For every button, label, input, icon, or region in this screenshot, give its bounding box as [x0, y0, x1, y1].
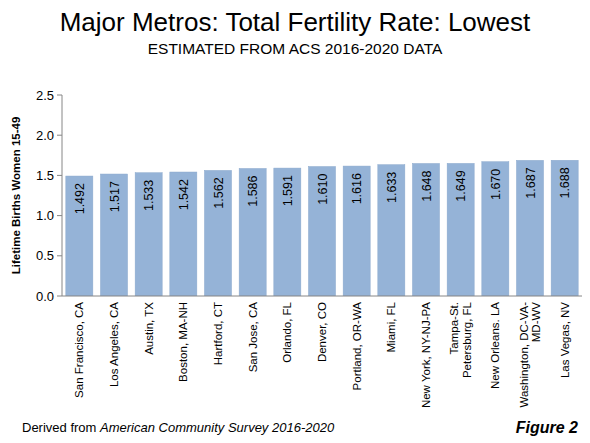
x-tick-label-line: Washington, DC-VA-	[518, 302, 530, 408]
data-label: 1.533	[142, 180, 156, 211]
y-tick	[57, 215, 62, 216]
bars	[66, 160, 578, 296]
data-label: 1.648	[420, 170, 434, 201]
y-tick-label: 2.5	[36, 88, 54, 103]
figure-label: Figure 2	[516, 419, 578, 436]
x-tick-label-line: San Francisco, CA	[73, 302, 85, 398]
x-tick-label-line: MD-WV	[530, 302, 542, 343]
source-note: Derived from American Community Survey 2…	[22, 420, 335, 435]
y-tick-label: 1.5	[36, 168, 54, 183]
data-label: 1.492	[73, 183, 87, 214]
x-tick-label-line: San Jose, CA	[247, 302, 259, 373]
bar	[239, 168, 266, 296]
y-tick	[57, 135, 62, 136]
data-label: 1.633	[385, 172, 399, 203]
bar	[516, 160, 543, 296]
y-tick	[57, 95, 62, 96]
data-label: 1.616	[350, 173, 364, 204]
x-tick-label-line: Hartford, CT	[212, 302, 224, 365]
y-tick-label: 0.0	[36, 289, 54, 304]
x-tick-label: Boston, MA-NH	[177, 302, 189, 382]
bar	[412, 164, 439, 296]
y-tick-label: 0.5	[36, 248, 54, 263]
bar	[274, 168, 301, 296]
source-italic: American Community Survey 2016-2020	[99, 420, 335, 435]
x-tick-label: San Francisco, CA	[73, 302, 85, 398]
title: Major Metros: Total Fertility Rate: Lowe…	[60, 7, 531, 37]
data-label: 1.670	[489, 169, 503, 200]
x-tick-label: San Jose, CA	[247, 302, 259, 373]
subtitle: ESTIMATED FROM ACS 2016-2020 DATA	[148, 40, 443, 57]
y-tick-label: 1.0	[36, 208, 54, 223]
x-tick-label: Miami, FL	[385, 301, 397, 352]
x-tick-label: Tampa-St.Petersburg, FL	[448, 301, 473, 378]
data-label: 1.649	[454, 170, 468, 201]
x-tick-label: Austin, TX	[143, 302, 155, 355]
data-label: 1.591	[281, 175, 295, 206]
x-tick-label-line: Denver, CO	[316, 302, 328, 362]
x-tick-label-line: Orlando, FL	[281, 301, 293, 362]
data-label: 1.542	[177, 179, 191, 210]
bar	[308, 167, 335, 296]
x-tick-label: Washington, DC-VA-MD-WV	[518, 302, 543, 408]
chart: Major Metros: Total Fertility Rate: Lowe…	[0, 0, 590, 443]
bar	[482, 162, 509, 296]
x-tick-label: Denver, CO	[316, 302, 328, 362]
x-tick-label-line: Miami, FL	[385, 301, 397, 352]
x-tick-label: Los Angeles, CA	[108, 302, 120, 387]
x-tick-label-line: New York, NY-NJ-PA	[420, 302, 432, 408]
source-plain: Derived from	[22, 420, 100, 435]
x-tick-label-line: Boston, MA-NH	[177, 302, 189, 382]
data-label: 1.586	[246, 175, 260, 206]
x-tick-label-line: Petersburg, FL	[461, 301, 473, 378]
data-label: 1.562	[212, 177, 226, 208]
x-tick-label: New York, NY-NJ-PA	[420, 302, 432, 408]
x-tick-label: New Orleans. LA	[489, 302, 501, 389]
y-tick	[57, 296, 62, 297]
bar	[551, 160, 578, 296]
x-tick-label: Portland, OR-WA	[351, 302, 363, 391]
x-tick-label-line: New Orleans. LA	[489, 302, 501, 389]
bar	[378, 165, 405, 296]
data-label: 1.688	[558, 167, 572, 198]
x-tick-label-line: Austin, TX	[143, 302, 155, 355]
bar	[100, 174, 127, 296]
y-tick-label: 2.0	[36, 128, 54, 143]
x-axis	[62, 296, 582, 297]
data-label: 1.610	[316, 174, 330, 205]
x-tick-label: Las Vegas, NV	[559, 302, 571, 378]
x-tick-label: Orlando, FL	[281, 301, 293, 362]
x-tick-label-line: Tampa-St.	[448, 302, 460, 354]
bar	[204, 170, 231, 296]
data-label: 1.517	[108, 181, 122, 212]
x-tick-label: Hartford, CT	[212, 302, 224, 365]
y-axis-label: Lifetime Births Women 15-49	[10, 117, 22, 275]
x-tick-label-line: Portland, OR-WA	[351, 302, 363, 391]
bar	[343, 166, 370, 296]
bar	[170, 172, 197, 296]
x-tick-label-line: Las Vegas, NV	[559, 302, 571, 378]
data-label: 1.687	[524, 167, 538, 198]
y-axis	[62, 95, 63, 296]
y-tick	[57, 255, 62, 256]
bar	[447, 163, 474, 296]
y-tick	[57, 175, 62, 176]
bar	[66, 176, 93, 296]
x-tick-label-line: Los Angeles, CA	[108, 302, 120, 387]
bar	[135, 173, 162, 296]
